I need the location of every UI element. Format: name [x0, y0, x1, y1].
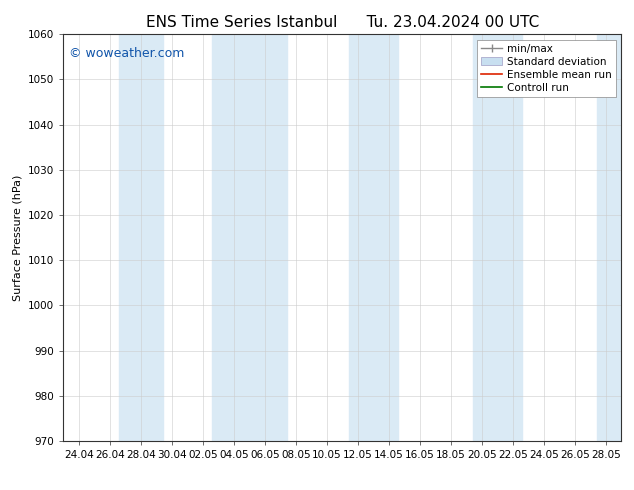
Bar — [212, 34, 287, 441]
Bar — [349, 34, 398, 441]
Bar — [472, 34, 522, 441]
Bar — [597, 34, 628, 441]
Title: ENS Time Series Istanbul      Tu. 23.04.2024 00 UTC: ENS Time Series Istanbul Tu. 23.04.2024 … — [146, 15, 539, 30]
Y-axis label: Surface Pressure (hPa): Surface Pressure (hPa) — [13, 174, 23, 301]
Text: © woweather.com: © woweather.com — [69, 47, 184, 59]
Legend: min/max, Standard deviation, Ensemble mean run, Controll run: min/max, Standard deviation, Ensemble me… — [477, 40, 616, 97]
Bar — [119, 34, 162, 441]
